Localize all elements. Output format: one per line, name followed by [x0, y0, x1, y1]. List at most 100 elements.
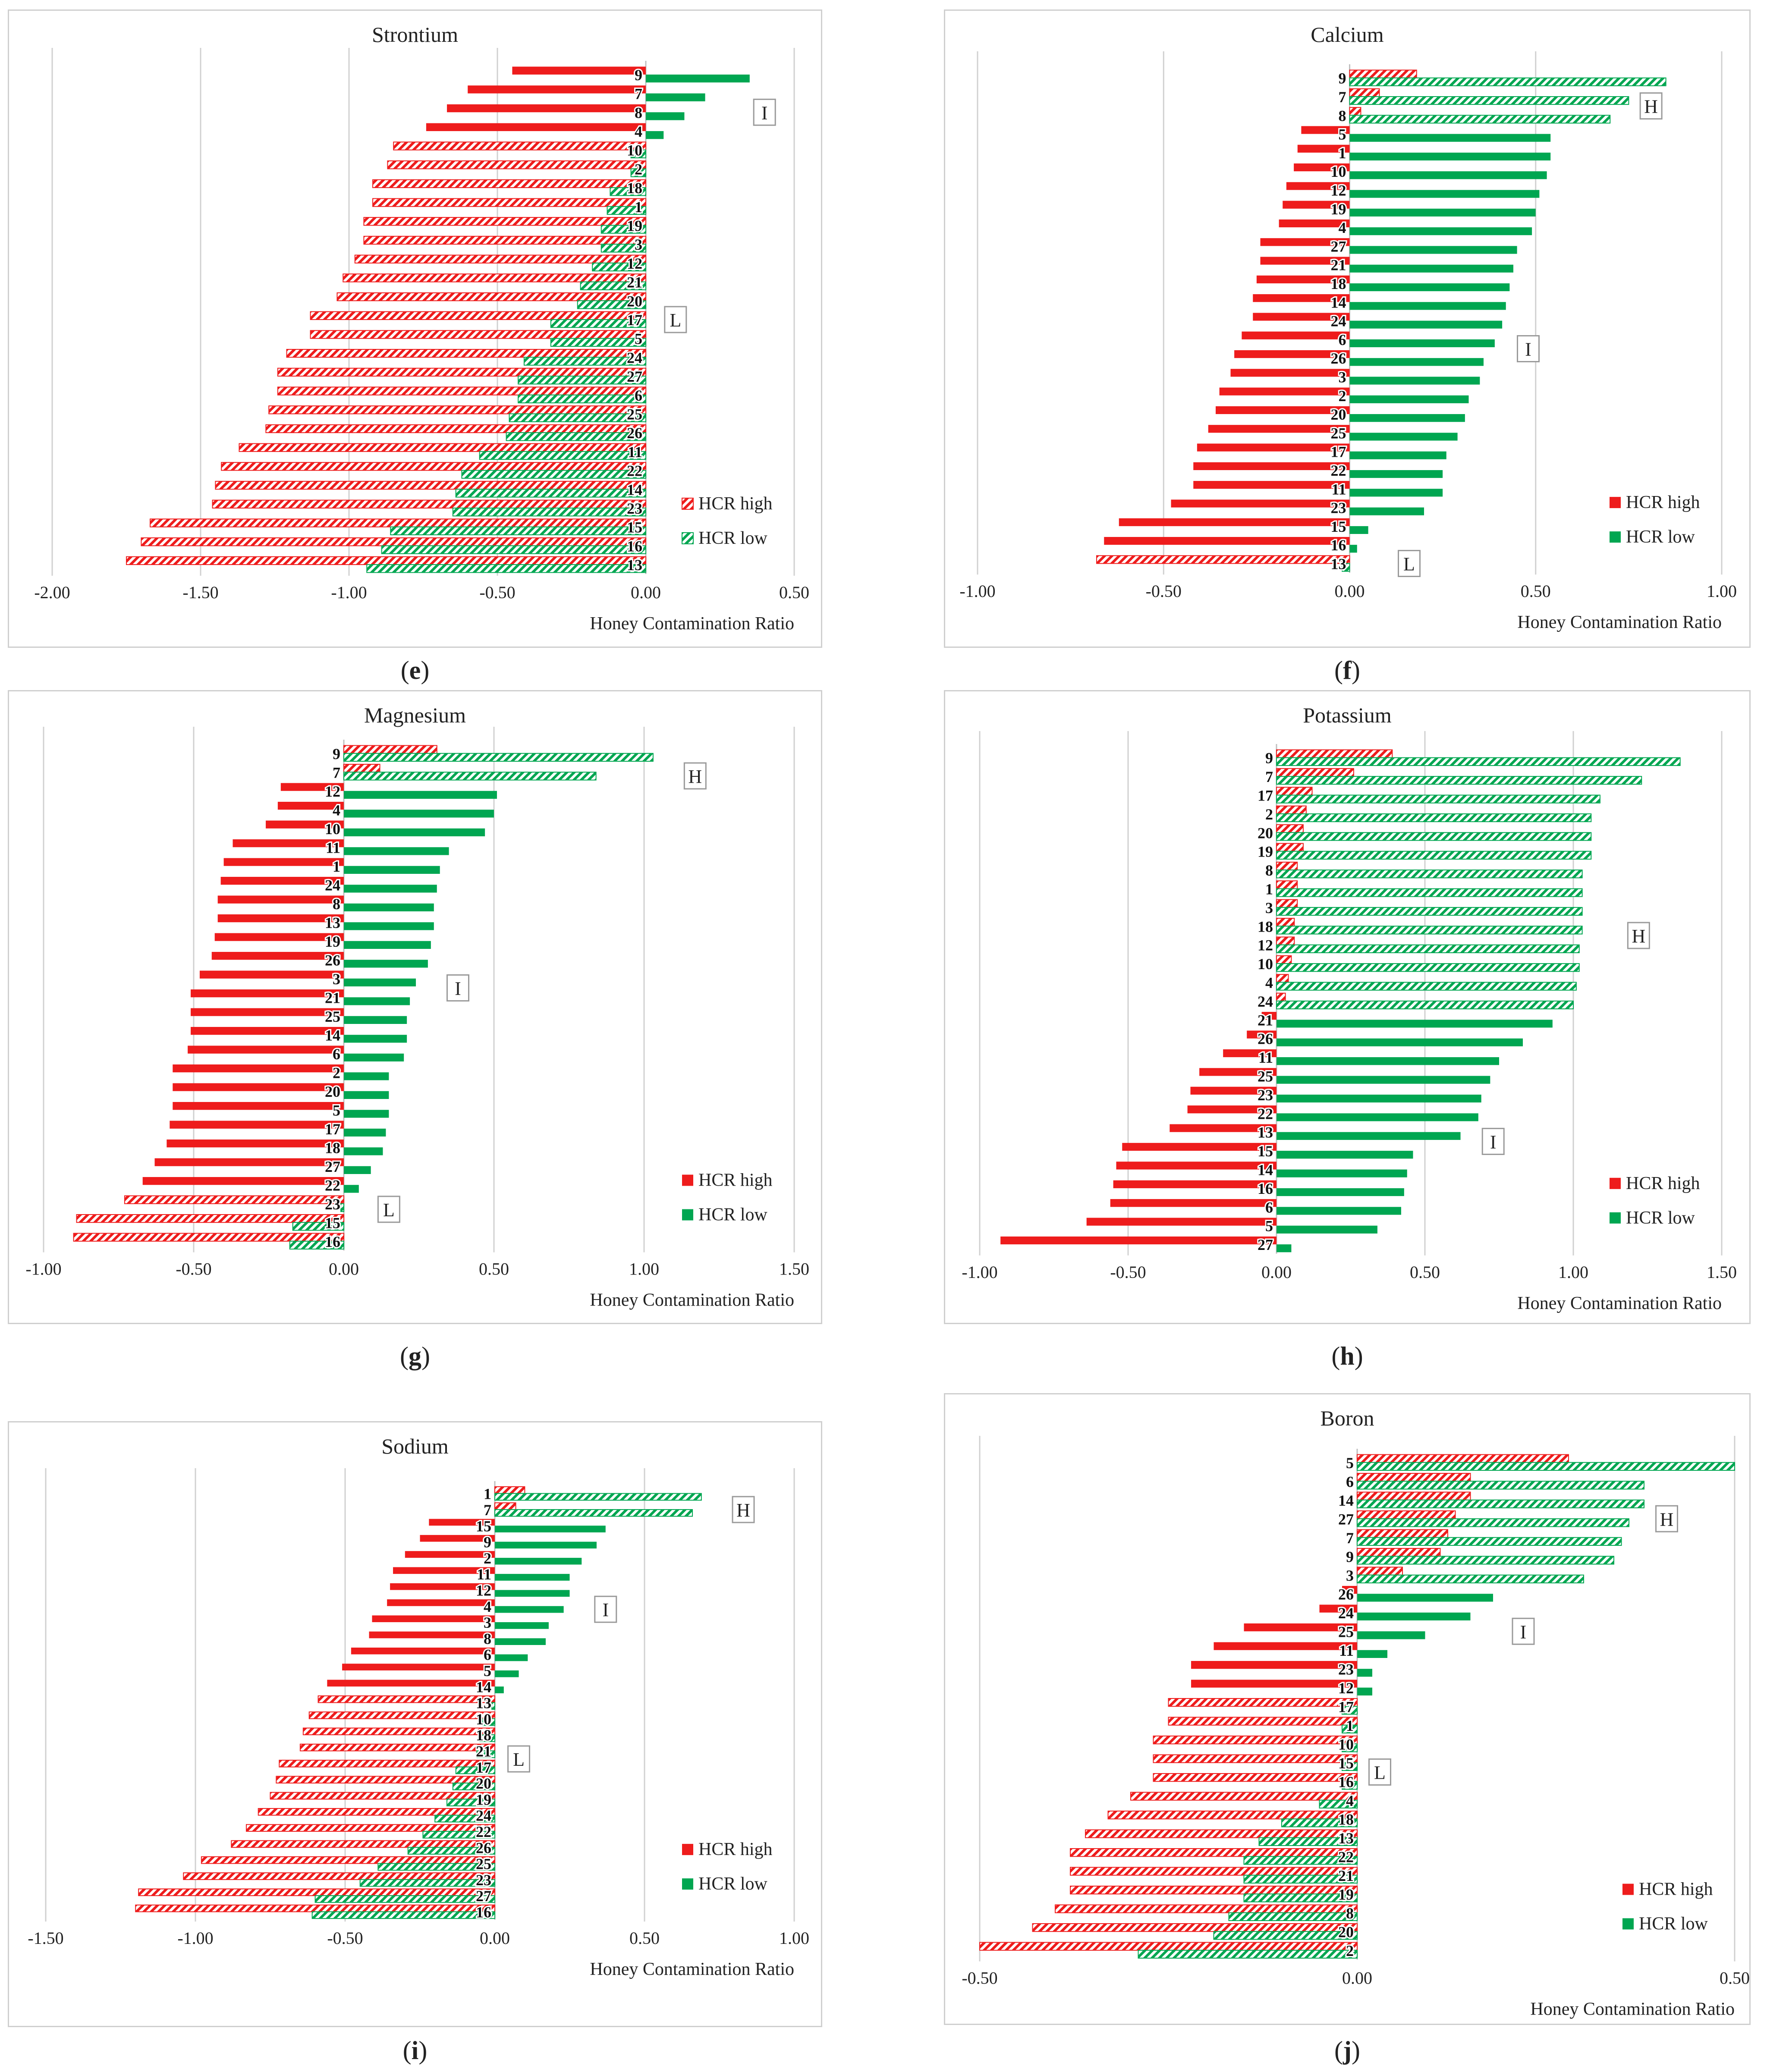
- bar-hcr-low: [1357, 1556, 1614, 1565]
- x-tick-label: 0.50: [1720, 1968, 1749, 1988]
- bar-hcr-low: [377, 1863, 496, 1871]
- bar-hcr-high: [221, 462, 647, 471]
- legend-swatch: [682, 1844, 693, 1855]
- bar-hcr-high: [468, 85, 646, 94]
- bar-hcr-high: [979, 1942, 1358, 1951]
- category-label: 4: [1339, 219, 1346, 236]
- bar-hcr-low: [1349, 190, 1540, 198]
- bar-hcr-high: [183, 1872, 495, 1880]
- svg-text:I: I: [455, 978, 461, 999]
- panel-caption: (i): [402, 2036, 428, 2065]
- x-tick-label: 0.50: [629, 1928, 660, 1948]
- category-label: 21: [1331, 257, 1346, 274]
- category-label: 23: [627, 500, 642, 517]
- category-label: 15: [476, 1517, 491, 1535]
- bar-hcr-high: [1085, 1829, 1358, 1838]
- category-label: 22: [1258, 1105, 1273, 1122]
- region-label-H: H: [1655, 1505, 1678, 1532]
- category-label: 26: [1331, 350, 1346, 367]
- category-label: 19: [1331, 201, 1346, 218]
- bar-hcr-low: [630, 149, 646, 159]
- category-label: 6: [1265, 1199, 1273, 1216]
- bar-hcr-low: [1281, 1818, 1358, 1827]
- bar-hcr-low: [646, 74, 750, 83]
- bar-hcr-high: [1297, 144, 1350, 153]
- bar-hcr-low: [1349, 77, 1666, 86]
- bar-hcr-low: [580, 281, 647, 290]
- bar-hcr-low: [1349, 264, 1513, 273]
- bar-hcr-high: [266, 820, 344, 829]
- bar-hcr-high: [369, 1631, 495, 1639]
- bar-hcr-low: [340, 1203, 344, 1212]
- category-label: 10: [627, 142, 642, 159]
- x-tick-label: -0.50: [327, 1928, 363, 1948]
- bar-hcr-high: [1153, 1735, 1358, 1745]
- x-tick-label: 1.00: [779, 1928, 809, 1948]
- bar-hcr-low: [434, 1815, 496, 1823]
- bar-hcr-low: [344, 1053, 404, 1062]
- category-label: 13: [1331, 555, 1346, 572]
- legend-swatch: [682, 532, 694, 544]
- x-tick-label: -1.00: [25, 1259, 61, 1279]
- bar-hcr-high: [302, 1727, 496, 1736]
- chart-title: Calcium: [1311, 22, 1384, 47]
- bar-hcr-low: [1276, 776, 1642, 785]
- bar-hcr-high: [1357, 1454, 1569, 1463]
- x-tick-label: -1.50: [182, 583, 218, 602]
- bar-hcr-high: [73, 1233, 345, 1242]
- category-label: 18: [1338, 1811, 1354, 1828]
- bar-hcr-low: [1349, 433, 1458, 441]
- bar-hcr-low: [577, 300, 647, 309]
- bar-hcr-low: [1349, 152, 1551, 161]
- category-label: 14: [627, 481, 642, 498]
- category-label: 2: [333, 1064, 340, 1081]
- svg-text:I: I: [1490, 1131, 1497, 1152]
- category-label: 3: [635, 236, 642, 253]
- legend-swatch: [1610, 531, 1621, 543]
- legend-swatch: [1610, 497, 1621, 509]
- bar-hcr-high: [363, 217, 646, 226]
- bar-hcr-high: [1113, 1180, 1277, 1188]
- category-label: 24: [1338, 1604, 1354, 1622]
- legend-swatch: [682, 497, 694, 510]
- category-label: 5: [1265, 1218, 1273, 1235]
- bar-hcr-high: [512, 66, 646, 75]
- legend-label: HCR low: [1626, 527, 1695, 547]
- x-tick-label: 0.00: [480, 1928, 510, 1948]
- x-tick-label: 1.50: [1707, 1262, 1737, 1282]
- chart-panel-h: Potassium -1.00 -0.50 0.00 0.50 1.00 1.50 9 7 17 2…: [944, 690, 1751, 1324]
- bar-hcr-low: [1277, 1076, 1490, 1084]
- category-label: 15: [1331, 518, 1346, 535]
- bar-hcr-high: [336, 292, 646, 301]
- bar-hcr-low: [344, 1185, 359, 1193]
- bar-hcr-low: [1276, 944, 1580, 953]
- category-label: 15: [1338, 1755, 1354, 1772]
- bar-hcr-low: [1228, 1912, 1358, 1921]
- bar-hcr-high: [201, 1856, 495, 1864]
- category-label: 19: [627, 217, 642, 234]
- bar-hcr-low: [1349, 339, 1495, 348]
- bar-hcr-low: [343, 772, 597, 781]
- category-label: 18: [476, 1727, 491, 1744]
- bar-hcr-high: [1253, 313, 1350, 321]
- bar-hcr-low: [610, 187, 646, 196]
- bar-hcr-low: [1342, 1743, 1358, 1752]
- bar-hcr-high: [327, 1680, 495, 1687]
- category-label: 6: [333, 1045, 340, 1063]
- bar-hcr-low: [1349, 320, 1503, 329]
- bar-hcr-low: [1277, 1132, 1461, 1140]
- bar-hcr-low: [1349, 96, 1629, 105]
- x-tick-label: 0.00: [631, 583, 661, 602]
- legend-label: HCR low: [1626, 1208, 1695, 1228]
- bar-hcr-high: [1104, 537, 1350, 545]
- bar-hcr-low: [495, 1686, 504, 1693]
- legend-label: HCR low: [698, 528, 768, 548]
- bar-hcr-high: [1070, 1848, 1358, 1857]
- x-tick-label: -0.50: [1110, 1262, 1146, 1282]
- category-label: 27: [627, 368, 642, 385]
- bar-hcr-low: [1349, 208, 1536, 217]
- bar-hcr-low: [601, 244, 647, 253]
- legend-label: HCR high: [698, 1171, 773, 1190]
- bar-hcr-low: [422, 1830, 495, 1839]
